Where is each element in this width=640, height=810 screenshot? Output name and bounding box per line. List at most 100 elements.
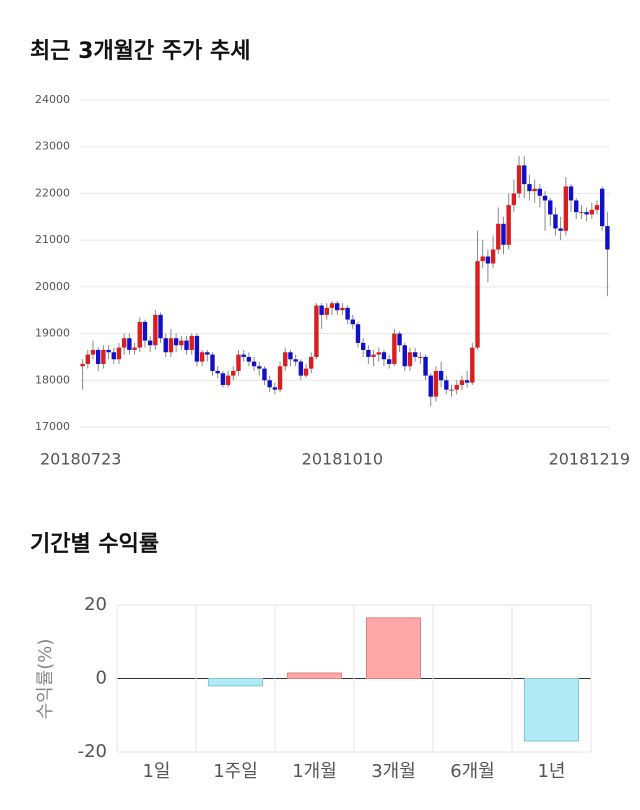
y-tick-label: 22000: [35, 186, 70, 199]
candle-body: [205, 352, 210, 355]
candle-body: [340, 307, 345, 311]
candle-body: [314, 305, 319, 357]
candle-body: [199, 352, 205, 362]
x-tick-label: 20180723: [40, 450, 121, 469]
candle-body: [293, 359, 298, 362]
candle-body: [335, 303, 340, 311]
x-tick-label: 20181010: [302, 450, 383, 469]
candle-body: [516, 165, 522, 194]
candle-body: [324, 307, 330, 315]
candle-body: [137, 321, 142, 348]
candle-body: [283, 352, 288, 367]
candle-body: [303, 368, 309, 376]
candle-body: [257, 366, 262, 369]
candle-body: [147, 340, 153, 346]
candle-body: [142, 321, 148, 341]
candle-body: [454, 384, 459, 390]
candle-body: [496, 223, 501, 250]
candle-body: [433, 370, 439, 397]
candle-body: [101, 349, 106, 364]
x-tick-label: 1일: [142, 761, 170, 782]
candle-body: [225, 375, 231, 385]
candle-body: [251, 361, 257, 367]
candle-body: [537, 188, 543, 196]
y-tick-label: 0: [96, 668, 107, 689]
candle-body: [360, 342, 366, 350]
candle-body: [506, 205, 511, 245]
candle-body: [444, 380, 449, 390]
candle-body: [501, 223, 506, 245]
candle-body: [158, 314, 163, 339]
bar: [287, 672, 342, 679]
candle-body: [111, 352, 116, 360]
candle-body: [589, 209, 595, 215]
y-tick-label: 18000: [35, 373, 70, 386]
candle-body: [246, 356, 252, 362]
candle-body: [584, 212, 589, 215]
candle-body: [558, 228, 563, 231]
candle-body: [116, 347, 122, 360]
candle-body: [594, 205, 600, 210]
candle-body: [85, 354, 90, 364]
candle-body: [563, 186, 569, 231]
candle-body: [542, 195, 548, 201]
candle-body: [522, 165, 527, 185]
candle-body: [153, 314, 158, 346]
candle-body: [90, 349, 96, 355]
candle-body: [298, 361, 304, 376]
candle-body: [407, 352, 413, 367]
candle-body: [262, 368, 267, 381]
candle-body: [392, 333, 397, 364]
candle-body: [168, 338, 174, 353]
candle-body: [511, 193, 517, 206]
candle-body: [220, 373, 226, 385]
candle-body: [371, 354, 376, 357]
candle-body: [127, 338, 132, 350]
candle-body: [194, 335, 200, 362]
candle-body: [386, 359, 392, 364]
candle-body: [438, 370, 444, 381]
chart-title: 최근 3개월간 주가 추세: [30, 39, 250, 64]
candle-body: [376, 352, 381, 355]
candle-body: [475, 261, 480, 348]
candle-body: [459, 380, 465, 385]
candle-body: [449, 389, 454, 391]
bar: [366, 617, 421, 679]
bar: [208, 678, 263, 687]
candle-body: [381, 352, 387, 360]
y-tick-label: -20: [78, 741, 107, 762]
candle-body: [106, 349, 111, 353]
y-tick-label: 24000: [35, 93, 70, 106]
y-tick-label: 20000: [35, 280, 70, 293]
candle-body: [231, 370, 236, 376]
candle-body: [366, 349, 371, 357]
candle-body: [548, 200, 553, 215]
candle-body: [189, 335, 194, 350]
x-tick-label: 1년: [537, 761, 565, 782]
candle-body: [464, 380, 470, 383]
candle-body: [480, 256, 485, 262]
candle-body: [132, 347, 137, 350]
candle-body: [210, 354, 215, 371]
candle-body: [490, 249, 496, 264]
candle-body: [532, 188, 537, 192]
candle-body: [173, 338, 179, 346]
candle-body: [236, 354, 241, 371]
y-tick-label: 21000: [35, 233, 70, 246]
candle-body: [179, 340, 184, 346]
x-tick-label: 6개월: [450, 761, 495, 782]
candle-body: [241, 354, 246, 357]
bar: [524, 678, 579, 742]
candle-body: [568, 186, 574, 201]
candle-body: [215, 370, 220, 374]
candle-body: [402, 345, 407, 367]
candle-body: [485, 256, 491, 264]
candle-body: [418, 356, 423, 358]
x-tick-label: 20181219: [549, 450, 630, 469]
candle-body: [309, 356, 314, 369]
candle-body: [423, 356, 428, 376]
candle-body: [579, 212, 584, 214]
candle-body: [527, 184, 532, 192]
candle-body: [95, 349, 101, 364]
